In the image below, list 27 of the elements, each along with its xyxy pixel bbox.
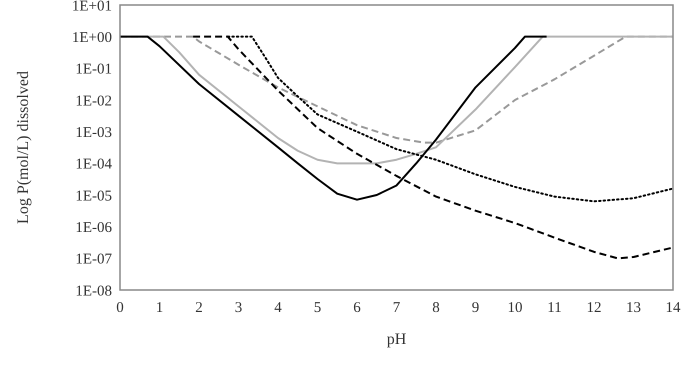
- x-tick-label: 12: [586, 300, 602, 316]
- x-tick-label: 3: [234, 300, 242, 316]
- y-tick-label: 1E-06: [75, 220, 112, 236]
- y-tick-label: 1E-07: [75, 252, 112, 268]
- x-tick-label: 10: [508, 300, 522, 316]
- x-tick-label: 0: [116, 300, 124, 316]
- x-tick-label: 13: [626, 300, 641, 316]
- y-tick-label: 1E-02: [75, 93, 112, 110]
- y-tick-label: 1E-03: [75, 124, 112, 141]
- y-tick-label: 1E-01: [75, 62, 112, 78]
- y-tick-label: 1E-08: [75, 283, 112, 300]
- x-tick-label: 6: [353, 300, 362, 316]
- x-tick-label: 7: [392, 300, 401, 316]
- x-tick-label: 2: [195, 300, 203, 316]
- y-axis-title: Log P(mol/L) dissolved: [15, 71, 32, 224]
- x-tick-label: 11: [547, 300, 562, 316]
- x-axis-title: pH: [386, 331, 407, 348]
- x-tick-label: 1: [156, 300, 164, 316]
- x-tick-label: 14: [666, 300, 681, 316]
- x-tick-label: 8: [432, 300, 440, 316]
- x-tick-label: 9: [472, 300, 480, 316]
- y-tick-label: 1E+00: [72, 30, 112, 46]
- x-tick-label: 4: [274, 300, 282, 316]
- x-tick-label: 5: [314, 300, 322, 316]
- y-tick-label: 1E-04: [75, 156, 112, 173]
- y-tick-label: 1E-05: [75, 188, 112, 204]
- y-tick-label: 1E+01: [72, 0, 112, 14]
